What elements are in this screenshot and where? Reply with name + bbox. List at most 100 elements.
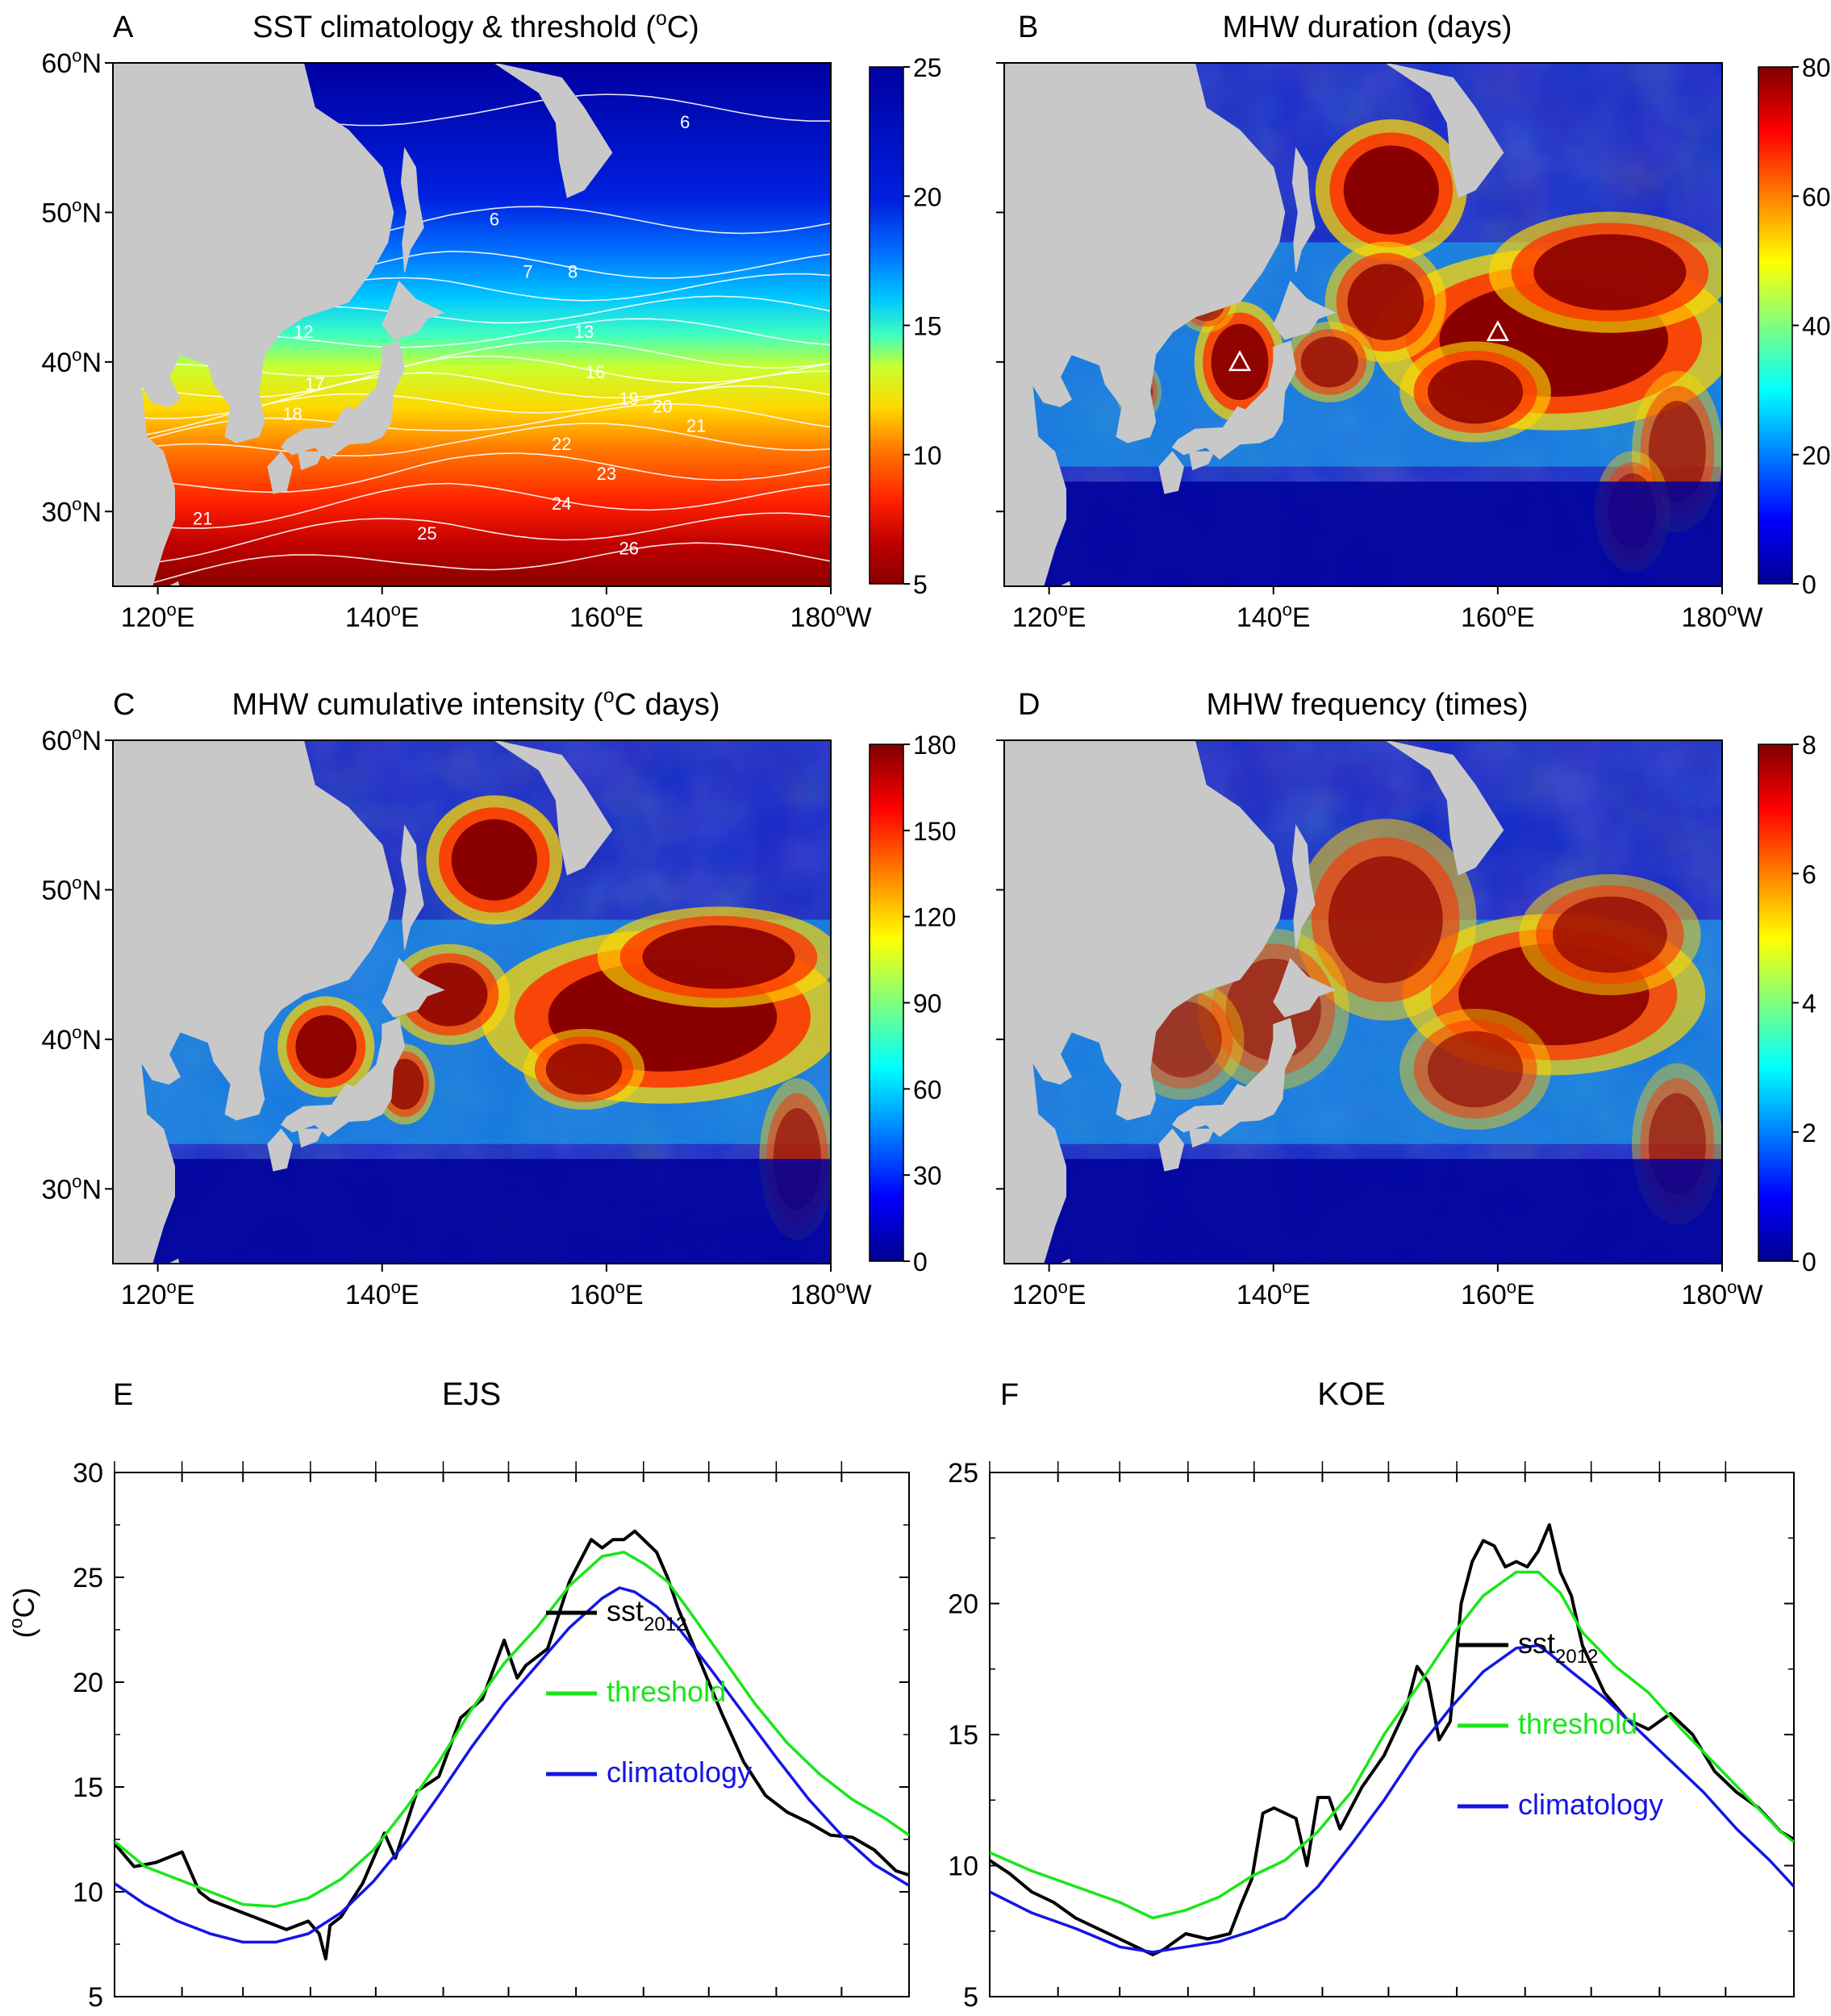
land-mass	[1004, 63, 1286, 586]
colorbar-tick-label: 2	[1802, 1118, 1816, 1148]
month-label: Apr	[289, 2013, 332, 2016]
x-tick-label: 140oE	[1237, 599, 1311, 633]
land-mass	[382, 957, 445, 1018]
legend-label-threshold: threshold	[1518, 1707, 1637, 1740]
contour-label: 26	[619, 539, 638, 559]
y-tick-label: 40oN	[41, 1022, 102, 1056]
southern-low	[1004, 481, 1722, 586]
series-line-sst2012	[990, 1523, 1794, 1956]
land-mass	[280, 340, 406, 460]
anomaly-core	[295, 1014, 357, 1079]
map-panel-c: 120oE 140oE 160oE 180oW 30oN 40oN 50oN 60oN 0 30 6…	[41, 685, 956, 1310]
colorbar-tick-label: 0	[1802, 1248, 1816, 1277]
y-tick-label: 5	[963, 1982, 978, 2013]
colorbar-tick-label: 60	[1802, 182, 1831, 211]
contour-label: 7	[523, 262, 532, 282]
line-panel-f: 5 10 15 20 25 Jan Feb Mar Apr May Jun Jul Aug Sep Oct N…	[948, 1377, 1795, 2016]
legend-label-threshold: threshold	[607, 1675, 726, 1708]
land-mass	[297, 451, 323, 471]
x-tick-label: 120oE	[121, 599, 195, 633]
colorbar-tick-label: 0	[913, 1248, 928, 1277]
anomaly-core	[1427, 1031, 1524, 1108]
y-tick-label: 60oN	[41, 723, 102, 756]
southern-low	[1004, 1159, 1722, 1264]
month-label: Apr	[1166, 2013, 1209, 2016]
anomaly-core	[1427, 360, 1524, 424]
anomaly-core	[642, 925, 795, 989]
series-group	[115, 1529, 909, 1961]
colorbar-tick-label: 10	[913, 441, 942, 470]
colorbar-tick-label: 180	[913, 731, 956, 760]
month-label: Sep	[619, 2013, 669, 2016]
y-tick-label: 50oN	[41, 873, 102, 906]
anomaly-core	[1300, 336, 1358, 388]
y-tick-label: 30oN	[41, 1172, 102, 1206]
month-label: Nov	[1635, 2013, 1683, 2016]
map-panel-b: 120oE 140oE 160oE 180oW 0 20 40 60 80 B MHW durati…	[996, 10, 1831, 633]
anomaly-core	[1648, 401, 1706, 503]
month-label: Jun	[421, 2013, 465, 2016]
land-mass	[1273, 957, 1337, 1018]
anomaly-core	[451, 818, 538, 901]
panel-letter: C	[113, 688, 135, 722]
y-tick-label: 25	[948, 1458, 978, 1489]
anomaly-core	[385, 1058, 424, 1110]
y-tick-label: 60oN	[41, 45, 102, 79]
colorbar	[869, 66, 904, 585]
month-label: Mar	[219, 2013, 267, 2016]
map-field	[113, 63, 831, 586]
colorbar-tick-label: 5	[913, 570, 928, 599]
land-mass	[267, 1128, 294, 1172]
line-panel-e: 5 10 15 20 25 30 Jan Feb Mar Apr May Jun Jul Aug Sep Oc…	[6, 1377, 910, 2016]
colorbar-tick-label: 150	[913, 817, 956, 846]
land-mass	[1291, 824, 1316, 950]
colorbar-tick-label: 20	[1802, 441, 1831, 470]
land-mass	[267, 451, 294, 494]
panel-title: MHW frequency (times)	[1206, 688, 1528, 722]
colorbar-tick-label: 15	[913, 312, 942, 341]
y-tick-label: 15	[73, 1772, 103, 1803]
land-mass	[1385, 63, 1504, 198]
contour-label: 22	[552, 434, 571, 454]
colorbar-tick-label: 90	[913, 989, 942, 1018]
colorbar-tick-label: 0	[1802, 570, 1816, 599]
land-mass	[280, 1018, 406, 1138]
map-frame	[112, 62, 832, 587]
x-tick-label: 160oE	[1461, 599, 1535, 633]
colorbar-tick-label: 60	[913, 1075, 942, 1104]
land-mass	[494, 63, 613, 198]
land-mass	[1273, 280, 1337, 340]
contour-label: 20	[653, 396, 672, 416]
month-label: Aug	[552, 2013, 601, 2016]
legend-label-sst2012: sst2012	[607, 1594, 686, 1635]
y-tick-label: 40oN	[41, 344, 102, 378]
month-label: May	[1228, 2013, 1280, 2016]
month-label: May	[350, 2013, 402, 2016]
land-mass	[1158, 451, 1185, 494]
anomaly-core	[545, 1043, 623, 1095]
series-line-threshold	[990, 1570, 1794, 1920]
site-marker-ejs	[1228, 350, 1252, 372]
x-tick-label: 140oE	[1237, 1277, 1311, 1310]
x-tick-label: 160oE	[569, 599, 644, 633]
land-mass	[382, 280, 445, 340]
month-label: Jul	[491, 2013, 526, 2016]
map-field	[113, 740, 831, 1264]
x-tick-label: 180oW	[790, 599, 871, 633]
southern-low	[113, 1159, 831, 1264]
legend-label-climatology: climatology	[1518, 1788, 1663, 1821]
y-tick-label: 25	[73, 1563, 103, 1593]
colorbar-tick-label: 30	[913, 1161, 942, 1190]
colorbar	[869, 744, 904, 1262]
month-label: Mar	[1096, 2013, 1144, 2016]
contour-label: 17	[305, 374, 324, 394]
plot-frame	[989, 1472, 1795, 1997]
panel-title: KOE	[1317, 1377, 1385, 1412]
anomaly-core	[411, 962, 488, 1027]
land-mass	[1188, 1128, 1215, 1148]
land-mass	[1171, 340, 1297, 460]
colorbar	[1758, 744, 1793, 1262]
y-tick-label: 20	[948, 1589, 978, 1620]
land-mass	[400, 147, 424, 273]
